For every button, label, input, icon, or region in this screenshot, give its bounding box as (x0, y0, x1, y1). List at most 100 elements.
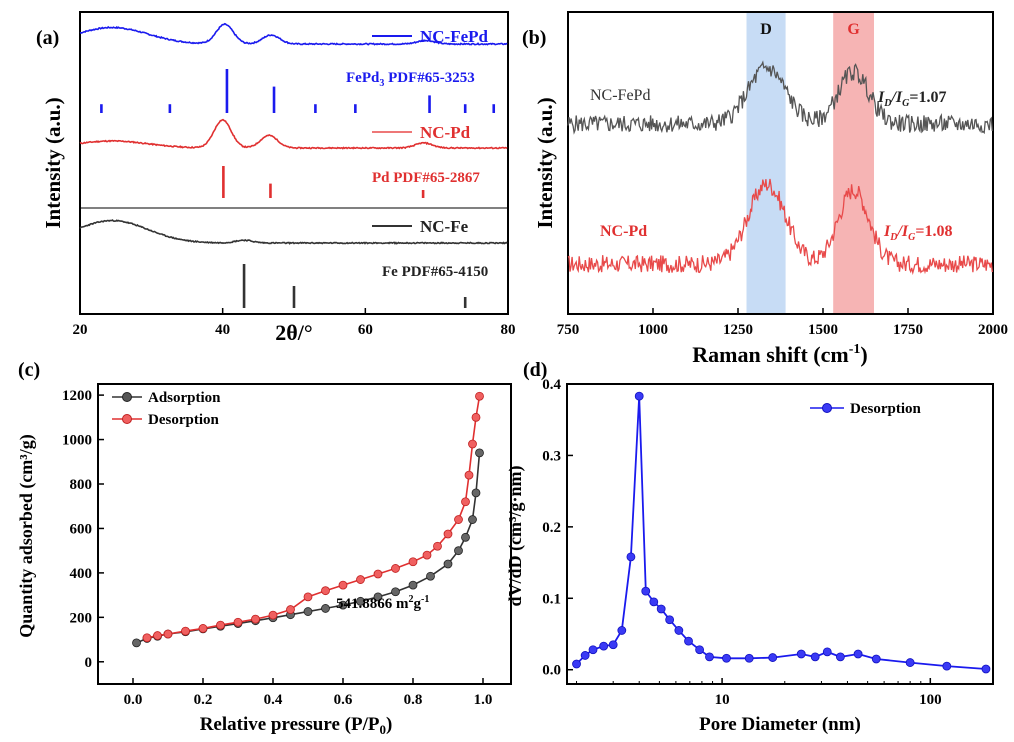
panel-b-frame (567, 11, 994, 315)
raman-curve-nc-pd (567, 178, 993, 276)
psd-point (634, 391, 644, 401)
xtick-label-c: 0.2 (194, 692, 213, 708)
panel-a-label: (a) (36, 27, 59, 49)
xrd-curve-nc-fepd (79, 22, 508, 46)
psd-point (617, 626, 627, 635)
xrd-curve-nc-pd (79, 118, 508, 150)
isotherm-desorption (146, 396, 481, 639)
isotherm-point (303, 607, 313, 616)
psd-point (588, 645, 598, 655)
panel-c: (c) Quantity adsorbed (cm³/g) Relative p… (16, 359, 512, 737)
panel-c-xlabel: Relative pressure (P/P0) (200, 714, 393, 737)
isotherm-point (321, 604, 330, 613)
xtick-label-a: 20 (73, 322, 88, 338)
ytick-label-c: 400 (70, 566, 93, 582)
ytick-label-d: 0.4 (542, 377, 561, 393)
psd-point (641, 586, 651, 596)
ref-fepd3-label: FePd3 PDF#65-3253 (346, 70, 475, 89)
g-band-label: G (847, 21, 860, 38)
xtick-label-b: 1000 (638, 322, 668, 338)
psd-curve (575, 396, 986, 670)
panel-c-ticks: 0.0 0.2 0.4 0.6 0.8 1.0 0 200 400 600 800 1000 1200 (62, 388, 492, 708)
panel-b-curves (567, 60, 993, 276)
isotherm-point (153, 631, 162, 640)
psd-point (871, 654, 881, 664)
xtick-label-a: 40 (215, 322, 230, 338)
isotherm-point (461, 532, 470, 542)
ytick-label-c: 1000 (62, 433, 92, 449)
d-band-label: D (760, 21, 772, 38)
legend-d-desorption: Desorption (850, 401, 921, 417)
xtick-label-a: 60 (358, 322, 373, 338)
panel-d-ylabel: dV/dD (cm³/g·nm) (505, 466, 526, 607)
psd-point (608, 640, 618, 650)
isotherm-point (422, 550, 432, 560)
isotherm-point (475, 448, 484, 458)
isotherm-point (471, 412, 481, 422)
ytick-label-d: 0.3 (542, 448, 561, 464)
panel-a-ticks: 20 40 60 80 (73, 308, 516, 338)
psd-point (665, 615, 675, 625)
isotherm-point (321, 586, 330, 596)
isotherm-point (391, 587, 400, 597)
xtick-label-a: 80 (501, 322, 516, 338)
bet-surface-area: 541.8866 m2g-1 (336, 594, 429, 612)
raman-label-nc-fepd: NC-FePd (590, 87, 650, 104)
isotherm-point (286, 605, 295, 614)
isotherm-point (338, 580, 348, 590)
panel-b-label: (b) (522, 27, 546, 49)
isotherm-point (433, 541, 442, 551)
legend-nc-fepd: NC-FePd (420, 27, 489, 46)
ytick-label-c: 800 (70, 477, 93, 493)
xtick-label-b: 1500 (808, 322, 838, 338)
psd-point (599, 641, 609, 651)
psd-point (835, 652, 845, 662)
ytick-label-d: 0.0 (542, 663, 561, 679)
ytick-label-d: 0.2 (542, 520, 561, 536)
psd-point (744, 653, 754, 663)
legend-nc-fe: NC-Fe (420, 217, 469, 236)
psd-point (695, 645, 705, 655)
isotherm-point (443, 529, 453, 539)
panel-a-frame (79, 11, 509, 315)
panel-c-ylabel: Quantity adsorbed (cm³/g) (16, 434, 37, 637)
isotherm-point (251, 614, 260, 624)
isotherm-point (233, 617, 243, 627)
ref-fe-label: Fe PDF#65-4150 (382, 264, 488, 280)
isotherm-point (443, 559, 453, 569)
legend-adsorption: Adsorption (148, 390, 221, 406)
psd-point (684, 636, 693, 646)
panel-d-curves (572, 391, 991, 674)
panel-a-ylabel: Intensity (a.u.) (41, 97, 65, 228)
xtick-label-b: 2000 (978, 322, 1008, 338)
ratio-nc-fepd: ID/IG=1.07 (877, 89, 947, 109)
isotherm-point (373, 569, 383, 579)
isotherm-point (338, 600, 348, 610)
panel-a-xlabel: 2θ/° (275, 320, 312, 345)
xtick-label-c: 0.8 (404, 692, 423, 708)
isotherm-point (268, 610, 278, 620)
psd-point (722, 653, 731, 663)
g-band-highlight (833, 12, 874, 314)
panel-b-ticks: 750 1000 1250 1500 1750 2000 (557, 308, 1008, 338)
ytick-label-c: 200 (70, 610, 93, 626)
panel-d-label: (d) (523, 359, 547, 381)
raman-curve-nc-fepd (567, 60, 993, 135)
isotherm-point (181, 626, 190, 636)
isotherm-point (461, 497, 470, 507)
ytick-label-c: 600 (70, 521, 93, 537)
panel-a-reference-lines (100, 69, 496, 308)
psd-point (981, 664, 991, 674)
legend-d-desorption-marker (822, 403, 832, 413)
xtick-label-c: 0.6 (334, 692, 353, 708)
panel-b: (b) Intensity (a.u.) Raman shift (cm-1) … (522, 11, 1008, 367)
psd-point (853, 649, 863, 659)
isotherm-point (216, 620, 225, 630)
isotherm-point (356, 596, 365, 606)
legend-nc-pd: NC-Pd (420, 123, 471, 142)
isotherm-point (163, 629, 173, 639)
psd-point (905, 658, 915, 667)
xtick-label-c: 0.4 (264, 692, 283, 708)
psd-point (649, 597, 659, 607)
